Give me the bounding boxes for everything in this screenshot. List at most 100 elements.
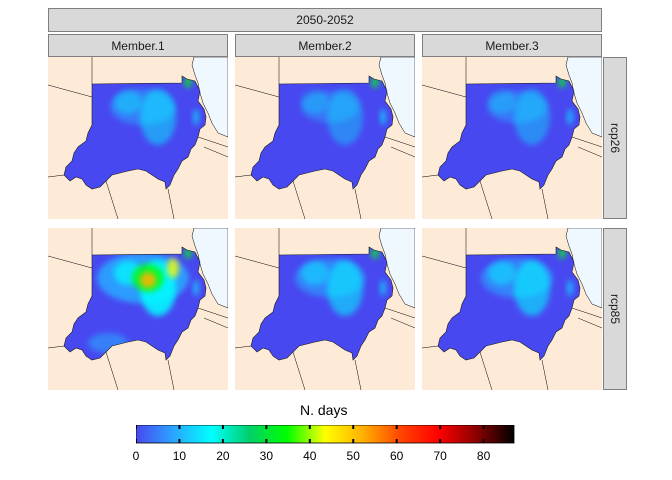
- country-border: [235, 255, 280, 269]
- red-sea: [191, 228, 228, 309]
- country-border: [390, 146, 415, 158]
- country-border: [48, 174, 65, 178]
- map-panel-rcp26-member2: [235, 57, 415, 219]
- sudan-outline: [63, 246, 207, 361]
- value-overlay: [88, 247, 199, 353]
- row-label: rcp26: [608, 122, 622, 154]
- map-panel-rcp85-member1: [48, 228, 228, 390]
- country-border: [384, 307, 415, 319]
- value-blob: [567, 280, 573, 296]
- country-border: [390, 317, 415, 329]
- country-border: [167, 359, 175, 390]
- country-border: [422, 174, 439, 178]
- value-blob: [114, 90, 142, 114]
- legend-title: N. days: [300, 402, 348, 418]
- country-border: [167, 188, 175, 219]
- value-blob: [327, 89, 363, 145]
- colorbar-tick-label: 30: [259, 449, 274, 463]
- sudan-outline: [250, 75, 394, 190]
- column-label: Member.3: [485, 38, 539, 53]
- colorbar-tick-label: 60: [390, 449, 404, 463]
- colorbar-tick-label: 0: [132, 449, 140, 463]
- country-border: [571, 136, 602, 148]
- country-border: [105, 180, 119, 219]
- country-border: [422, 84, 467, 98]
- sudan-outline: [437, 246, 581, 361]
- colorbar-tick-label: 40: [303, 449, 317, 463]
- value-blob: [167, 258, 179, 278]
- country-border: [577, 146, 602, 158]
- country-border: [48, 345, 65, 349]
- colorbar-tick-label: 80: [476, 449, 491, 463]
- value-blob: [488, 90, 516, 114]
- map-panel-rcp85-member3: [422, 228, 602, 390]
- value-blob: [327, 260, 363, 316]
- column-strip-2: Member.2: [235, 34, 415, 57]
- value-blob: [193, 280, 199, 296]
- map-panel-rcp26-member3: [422, 57, 602, 219]
- map-panel-rcp85-member2: [235, 228, 415, 390]
- value-blob: [567, 109, 573, 125]
- value-overlay: [294, 247, 386, 316]
- country-border: [541, 188, 549, 219]
- value-blob: [193, 109, 199, 125]
- country-border: [571, 307, 602, 319]
- sudan-outline: [437, 75, 581, 190]
- colorbar-tick-label: 10: [172, 449, 187, 463]
- row-strip-rcp85: rcp85: [603, 228, 627, 390]
- value-blob: [140, 89, 176, 145]
- value-blob: [380, 280, 386, 296]
- colorbar: [136, 425, 515, 444]
- colorbar-tick-label: 70: [433, 449, 447, 463]
- colorbar-fill: [136, 425, 515, 444]
- country-border: [235, 345, 252, 349]
- value-blob: [514, 260, 550, 316]
- value-overlay: [481, 247, 573, 316]
- red-sea: [565, 228, 602, 309]
- sudan-outline: [63, 75, 207, 190]
- value-blob: [301, 90, 329, 114]
- country-border: [479, 351, 493, 390]
- period-strip: 2050-2052: [48, 8, 602, 32]
- red-sea: [378, 57, 415, 138]
- country-border: [354, 359, 362, 390]
- red-sea: [565, 57, 602, 138]
- country-border: [197, 307, 228, 319]
- value-blob: [140, 272, 156, 288]
- country-border: [384, 136, 415, 148]
- country-border: [422, 345, 439, 349]
- country-border: [541, 359, 549, 390]
- red-sea: [191, 57, 228, 138]
- value-blob: [514, 89, 550, 145]
- country-border: [197, 136, 228, 148]
- value-overlay: [110, 76, 199, 145]
- period-label: 2050-2052: [296, 13, 354, 27]
- map-panel-rcp26-member1: [48, 57, 228, 219]
- column-strip-1: Member.1: [48, 34, 228, 57]
- sudan-outline: [250, 246, 394, 361]
- country-border: [292, 180, 306, 219]
- country-border: [203, 317, 228, 329]
- colorbar-tick-label: 50: [346, 449, 360, 463]
- value-blob: [301, 261, 329, 285]
- red-sea: [378, 228, 415, 309]
- colorbar-ticks: [136, 425, 485, 443]
- column-label: Member.2: [298, 38, 352, 53]
- country-border: [577, 317, 602, 329]
- country-border: [354, 188, 362, 219]
- country-border: [422, 255, 467, 269]
- row-strip-rcp26: rcp26: [603, 57, 627, 219]
- country-border: [292, 351, 306, 390]
- column-label: Member.1: [111, 38, 165, 53]
- country-border: [235, 84, 280, 98]
- country-border: [48, 84, 93, 98]
- value-overlay: [487, 76, 573, 145]
- country-border: [105, 351, 119, 390]
- colorbar-tick-label: 20: [216, 449, 230, 463]
- country-border: [235, 174, 252, 178]
- column-strip-3: Member.3: [422, 34, 602, 57]
- country-border: [479, 180, 493, 219]
- country-border: [203, 146, 228, 158]
- country-border: [48, 255, 93, 269]
- value-blob: [380, 109, 386, 125]
